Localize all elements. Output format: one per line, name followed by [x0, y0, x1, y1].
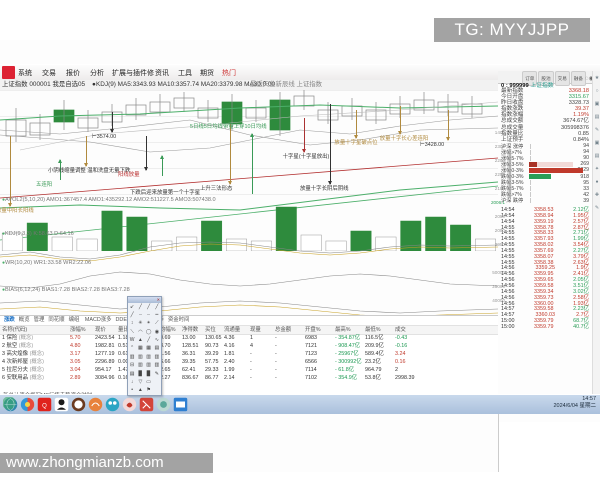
svg-text:Q: Q	[42, 404, 47, 410]
